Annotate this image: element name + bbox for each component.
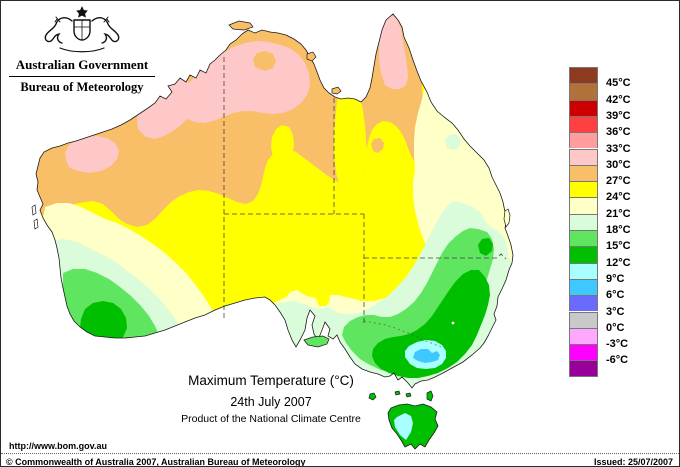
legend-swatch — [569, 148, 598, 165]
map-title: Maximum Temperature (°C) — [188, 373, 354, 388]
island-melville — [228, 20, 254, 31]
region-6-9-alps-core — [413, 349, 440, 363]
state-borders — [223, 57, 507, 348]
region-12-15-southwest-corner — [80, 301, 127, 346]
government-title: Australian Government — [15, 57, 149, 72]
region-15-18-southwest — [63, 269, 161, 346]
copyright-text: © Commonwealth of Australia 2007, Austra… — [6, 457, 306, 467]
region-30-33-pilbara — [65, 136, 119, 173]
region-18-21-southeast — [273, 201, 513, 388]
legend-swatch — [569, 181, 598, 198]
region-21-24-sa-spot — [286, 290, 303, 307]
island-shark-bay-1 — [31, 204, 37, 216]
legend-label: 15°C — [606, 240, 631, 253]
legend-swatch — [569, 344, 598, 361]
region-18-21-southwest-band — [53, 239, 187, 346]
legend-swatch — [569, 83, 598, 100]
legend-label: 18°C — [606, 224, 631, 236]
region-30-33-topend-kimberley — [137, 41, 310, 139]
island-mornington — [331, 86, 342, 95]
island-fraser — [503, 208, 511, 228]
island-groote — [306, 51, 317, 62]
map-title-block: Maximum Temperature (°C) 24th July 2007 … — [96, 373, 446, 425]
region-24-27-port-augusta-spot — [316, 288, 330, 306]
legend-swatch — [569, 132, 598, 149]
region-27-30-inner-spot — [253, 51, 276, 71]
map-product-line: Product of the National Climate Centre — [181, 413, 361, 425]
region-15-18-divide-band — [342, 228, 494, 374]
legend-label: 0°C — [606, 321, 625, 334]
bom-url: http://www.bom.gov.au — [9, 441, 107, 451]
bom-logo-block: Australian Government Bureau of Meteorol… — [7, 5, 157, 95]
region-21-24-fraser-coast-wedge — [487, 212, 506, 230]
legend-label: -3°C — [606, 338, 629, 351]
temperature-legend: 45°C 42°C 39°C 36°C 33°C 30°C 27°C 24°C 21°C 18°C… — [569, 67, 669, 387]
region-27-30-small-dot — [371, 138, 384, 153]
legend-label: 27°C — [606, 175, 631, 188]
legend-swatch — [569, 246, 598, 263]
issued-date: Issued: 25/07/2007 — [593, 457, 673, 467]
legend-swatch — [569, 115, 598, 133]
region-12-15-nsw-oval — [478, 238, 493, 256]
logo-divider — [9, 76, 155, 77]
legend-swatch — [569, 360, 598, 377]
legend-label: 33°C — [606, 142, 631, 155]
legend-swatch — [569, 197, 598, 214]
legend-label: 12°C — [606, 256, 631, 269]
legend-swatch — [569, 213, 598, 230]
legend-swatch — [569, 99, 598, 116]
legend-swatch — [569, 311, 598, 328]
region-21-24-east-south — [271, 56, 513, 388]
legend-label: 39°C — [606, 109, 631, 122]
region-30-33-cape-york — [379, 15, 408, 89]
map-date: 24th July 2007 — [230, 395, 312, 409]
legend-label: -6°C — [606, 354, 629, 367]
legend-label: 3°C — [606, 305, 625, 318]
region-12-15-victoria-nsw — [372, 270, 490, 378]
legend-label: 21°C — [606, 207, 631, 220]
legend-label: 9°C — [606, 272, 625, 285]
region-18-21-qld-spot — [445, 134, 461, 150]
island-kangaroo — [303, 335, 330, 348]
legend-label: 45°C — [606, 77, 631, 90]
bureau-title: Bureau of Meteorology — [20, 80, 144, 94]
legend-swatch — [569, 262, 598, 279]
legend-swatch — [569, 67, 598, 84]
legend-swatch — [569, 327, 598, 345]
legend-swatch — [569, 164, 598, 182]
station-dot — [451, 321, 455, 325]
island-shark-bay-2 — [33, 218, 39, 230]
region-24-27-west-wedge — [271, 125, 294, 161]
legend-swatch — [569, 278, 598, 296]
legend-label: 24°C — [606, 191, 631, 204]
footer-divider — [1, 453, 679, 454]
legend-swatch — [569, 295, 598, 312]
region-24-27-gulf-tongue — [334, 89, 367, 186]
coat-of-arms-icon — [44, 6, 120, 53]
legend-label: 6°C — [606, 289, 625, 302]
legend-swatch — [569, 230, 598, 247]
region-9-12-alps-ring — [405, 340, 446, 369]
legend-label: 42°C — [606, 93, 631, 106]
legend-label: 30°C — [606, 158, 631, 171]
region-21-24-southwest-band — [41, 203, 225, 346]
legend-label: 36°C — [606, 126, 631, 139]
